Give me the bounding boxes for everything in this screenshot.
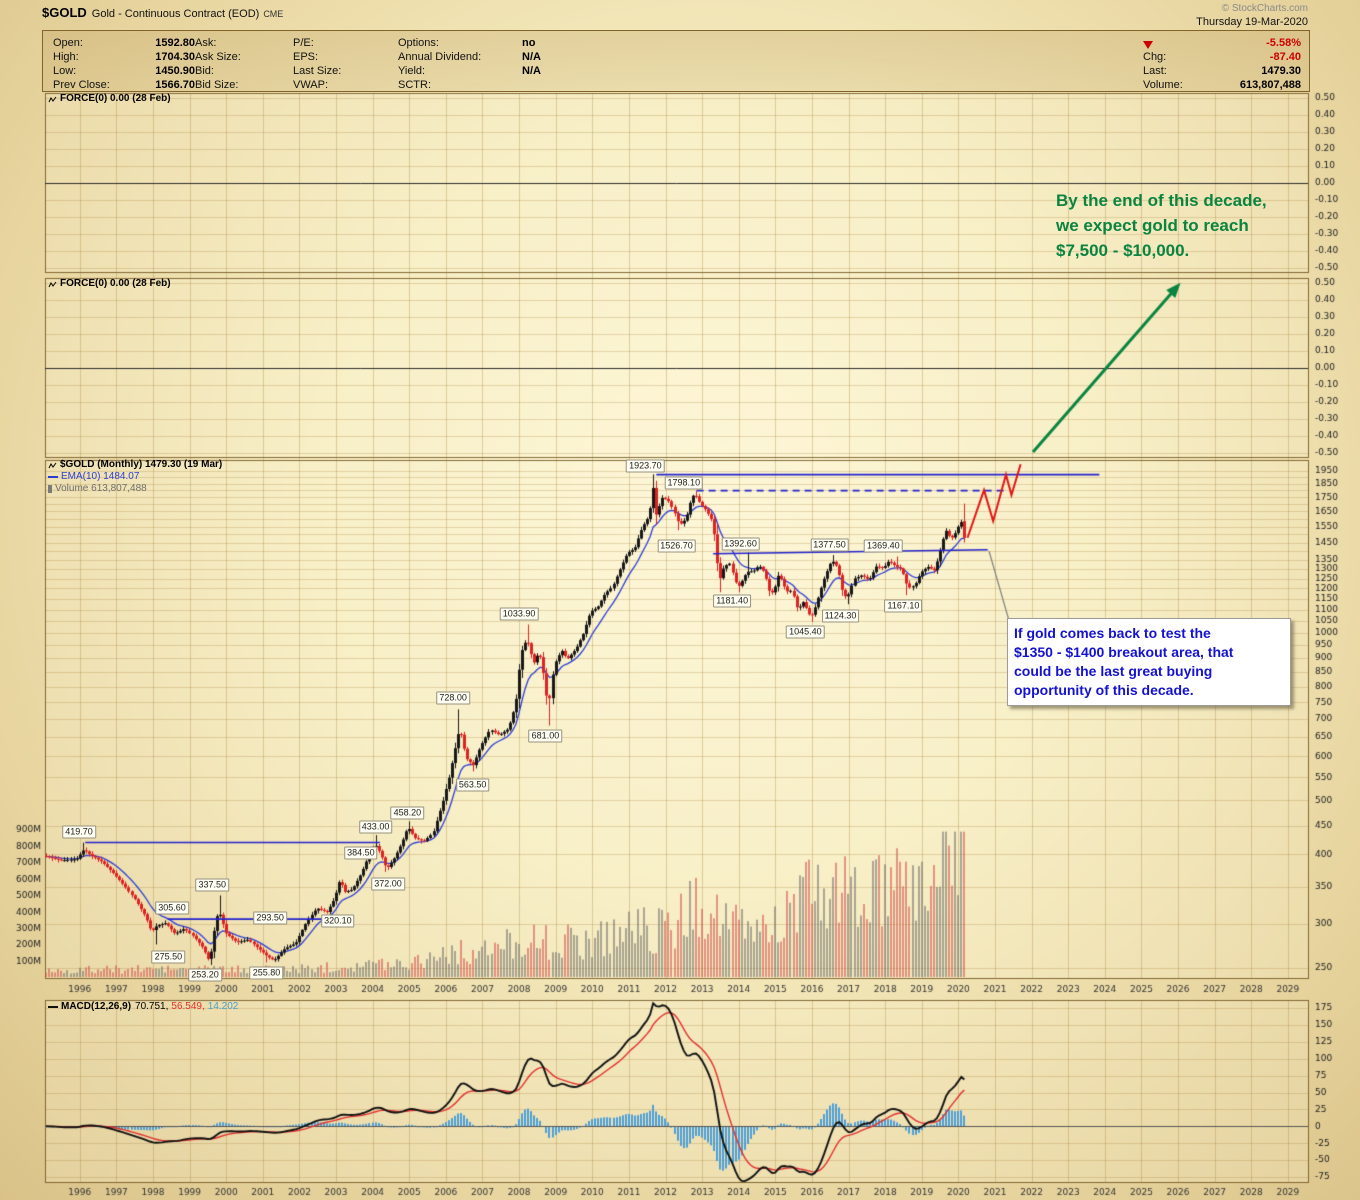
quote-panel: Open: 1592.80 High: 1704.30 Low: 1450.90 Prev … xyxy=(42,30,1310,92)
quote-field-label: Yield: xyxy=(398,65,426,77)
force-indicator-legend-2: FORCE(0) 0.00 (28 Feb) xyxy=(48,278,171,290)
quote-row: Bid: xyxy=(195,64,290,78)
quote-field-value: no xyxy=(522,37,536,49)
last-value: 1479.30 xyxy=(1261,65,1301,77)
quote-row: Ask: xyxy=(195,36,290,50)
down-triangle-icon xyxy=(1143,40,1153,49)
quote-row: Annual Dividend: N/A xyxy=(398,50,613,64)
prediction-line: By the end of this decade, xyxy=(1056,191,1267,210)
chg-label: Chg: xyxy=(1143,51,1167,63)
macd-signal-value: 56.549, xyxy=(171,1001,205,1012)
quote-field-value: 1450.90 xyxy=(155,65,195,77)
exchange: CME xyxy=(263,9,284,19)
volume-bar-icon xyxy=(48,485,52,493)
quote-column-bid-ask: Ask: Ask Size: Bid: Bid Size: xyxy=(195,36,290,92)
quote-column-fundamentals: P/E: EPS: Last Size: VWAP: xyxy=(293,36,393,92)
macd-hist-value: 14.202 xyxy=(207,1001,239,1012)
quote-field-label: Open: xyxy=(53,37,83,49)
quote-row: EPS: xyxy=(293,50,393,64)
chart-date: Thursday 19-Mar-2020 xyxy=(1196,16,1308,28)
quote-field-value: 1566.70 xyxy=(155,79,195,91)
quote-row: Ask Size: xyxy=(195,50,290,64)
quote-row: Yield: N/A xyxy=(398,64,613,78)
quote-row: Open: 1592.80 xyxy=(53,36,195,50)
quote-field-label: Last Size: xyxy=(293,65,342,77)
force-indicator-legend-1: FORCE(0) 0.00 (28 Feb) xyxy=(48,93,171,105)
quote-field-label: SCTR: xyxy=(398,79,431,91)
quote-field-label: Low: xyxy=(53,65,77,77)
quote-summary: -5.58% Chg: -87.40 Last: 1479.30 Volume:… xyxy=(1143,36,1301,92)
quote-field-label: Prev Close: xyxy=(53,79,110,91)
chart-header: $GOLD Gold - Continuous Contract (EOD) CME xyxy=(42,4,283,22)
quote-field-label: P/E: xyxy=(293,37,314,49)
quote-field-label: EPS: xyxy=(293,51,319,63)
macd-name: MACD(12,26,9) xyxy=(61,1001,132,1012)
quote-field-label: Ask Size: xyxy=(195,51,241,63)
quote-field-label: Annual Dividend: xyxy=(398,51,482,63)
breakout-line: opportunity of this decade. xyxy=(1014,682,1194,698)
macd-line-icon xyxy=(48,1006,58,1008)
symbol: $GOLD xyxy=(42,5,87,20)
quote-row: Bid Size: xyxy=(195,78,290,92)
quote-field-label: Ask: xyxy=(195,37,217,49)
volume-legend: Volume 613,807,488 xyxy=(55,483,147,494)
last-label: Last: xyxy=(1143,65,1167,77)
breakout-line: If gold comes back to test the xyxy=(1014,625,1211,641)
quote-field-value: 1592.80 xyxy=(155,37,195,49)
copyright: © StockCharts.com xyxy=(1221,3,1308,14)
candlestick-icon xyxy=(48,462,57,468)
symbol-description: Gold - Continuous Contract (EOD) xyxy=(91,8,260,20)
quote-field-label: Options: xyxy=(398,37,439,49)
quote-column-ohlc: Open: 1592.80 High: 1704.30 Low: 1450.90 Prev … xyxy=(53,36,195,92)
force-legend-text: FORCE(0) 0.00 (28 Feb) xyxy=(60,278,171,289)
main-chart-legend: $GOLD (Monthly) 1479.30 (19 Mar) EMA(10)… xyxy=(48,459,222,495)
quote-field-value: N/A xyxy=(522,65,541,77)
volume-value: 613,807,488 xyxy=(1239,79,1301,91)
quote-row: High: 1704.30 xyxy=(53,50,195,64)
quote-row: Low: 1450.90 xyxy=(53,64,195,78)
prediction-line: we expect gold to reach xyxy=(1056,216,1249,235)
macd-value: 70.751, xyxy=(135,1001,169,1012)
quote-row: Options: no xyxy=(398,36,613,50)
breakout-line: could be the last great buying xyxy=(1014,663,1213,679)
quote-field-label: Bid: xyxy=(195,65,214,77)
prediction-annotation: By the end of this decade, we expect gol… xyxy=(1056,188,1267,263)
chg-value: -87.40 xyxy=(1269,51,1301,63)
quote-row: VWAP: xyxy=(293,78,393,92)
quote-row: Prev Close: 1566.70 xyxy=(53,78,195,92)
quote-row: P/E: xyxy=(293,36,393,50)
quote-field-value: N/A xyxy=(522,51,541,63)
ema-line-icon xyxy=(48,476,58,478)
indicator-icon xyxy=(48,96,57,102)
force-legend-text: FORCE(0) 0.00 (28 Feb) xyxy=(60,93,171,104)
breakout-annotation-box: If gold comes back to test the $1350 - $… xyxy=(1007,618,1291,706)
quote-field-label: VWAP: xyxy=(293,79,329,91)
ema-legend: EMA(10) 1484.07 xyxy=(61,471,140,482)
main-legend-title: $GOLD (Monthly) 1479.30 (19 Mar) xyxy=(60,459,223,470)
quote-field-label: Bid Size: xyxy=(195,79,239,91)
volume-label: Volume: xyxy=(1143,79,1183,91)
quote-field-label: High: xyxy=(53,51,79,63)
quote-column-options: Options: no Annual Dividend: N/A Yield: N/A SC… xyxy=(398,36,613,92)
percent-change: -5.58% xyxy=(1266,37,1301,49)
indicator-icon xyxy=(48,281,57,287)
breakout-line: $1350 - $1400 breakout area, that xyxy=(1014,644,1234,660)
macd-legend: MACD(12,26,9) 70.751, 56.549, 14.202 xyxy=(48,1001,238,1013)
quote-row: SCTR: xyxy=(398,78,613,92)
quote-field-value: 1704.30 xyxy=(155,51,195,63)
prediction-line: $7,500 - $10,000. xyxy=(1056,241,1190,260)
quote-row: Last Size: xyxy=(293,64,393,78)
